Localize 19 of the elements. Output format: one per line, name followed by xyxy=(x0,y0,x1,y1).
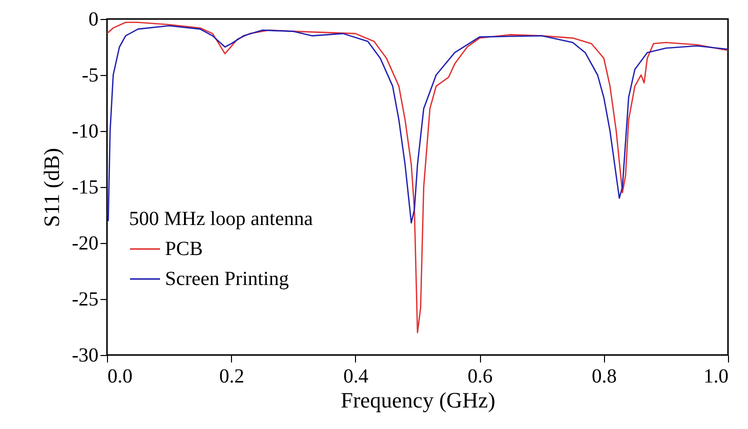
x-tick-label: 0.6 xyxy=(468,366,493,388)
x-tick-label: 0.4 xyxy=(343,366,368,388)
y-tick-label: -20 xyxy=(72,232,98,254)
x-tick-label: 0.0 xyxy=(108,366,132,388)
line-series xyxy=(107,22,728,334)
y-tick-label: -5 xyxy=(82,64,98,86)
x-tick-label: 0.2 xyxy=(219,366,244,388)
legend-label: Screen Printing xyxy=(165,268,289,290)
y-axis-title: S11 (dB) xyxy=(38,148,64,228)
y-tick-label: -15 xyxy=(72,176,98,198)
legend-title: 500 MHz loop antenna xyxy=(129,208,313,230)
x-axis-title: Frequency (GHz) xyxy=(340,388,496,412)
y-tick-label: 0 xyxy=(88,8,98,30)
y-tick-label: -25 xyxy=(72,288,98,310)
y-tick-label: -10 xyxy=(72,120,98,142)
x-tick-label: 0.8 xyxy=(592,366,617,388)
y-tick-label: -30 xyxy=(72,344,98,366)
legend-label: PCB xyxy=(165,238,203,260)
x-tick-label: 1.0 xyxy=(704,366,728,388)
